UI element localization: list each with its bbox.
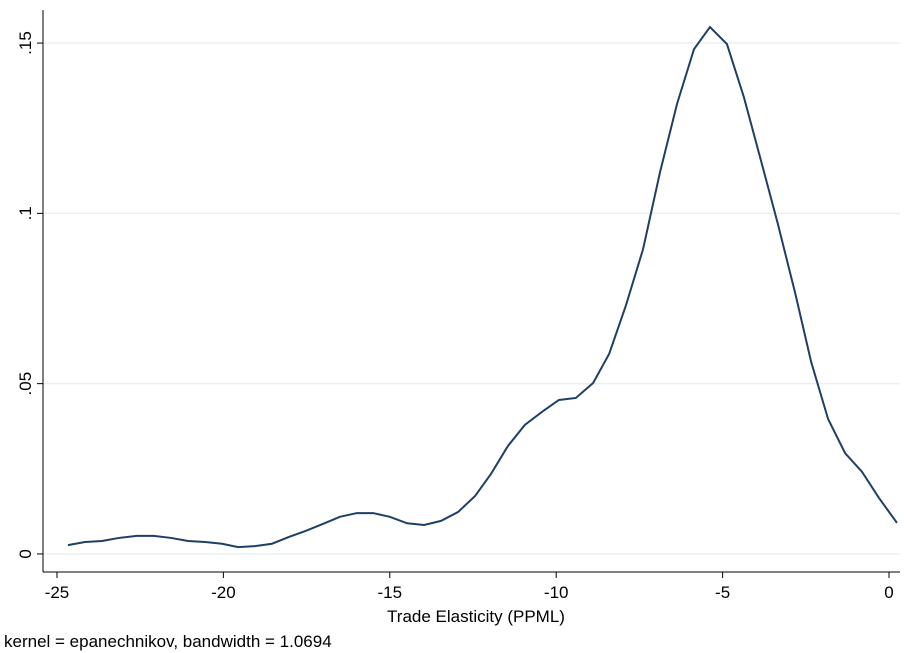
x-axis-label: Trade Elasticity (PPML) [387, 607, 565, 626]
x-tick-label: 0 [884, 583, 893, 602]
y-tick-label: .15 [16, 31, 35, 55]
y-tick-label: .1 [16, 206, 35, 220]
note: kernel = epanechnikov, bandwidth = 1.069… [4, 632, 332, 651]
y-tick-label: 0 [16, 549, 35, 558]
x-tick-label: -25 [45, 583, 70, 602]
density-line [67, 25, 898, 549]
x-tick-label: -20 [211, 583, 236, 602]
x-tick-label: -5 [715, 583, 730, 602]
x-tick-label: -15 [378, 583, 403, 602]
y-tick-label: .05 [16, 372, 35, 396]
x-tick-label: -10 [544, 583, 569, 602]
